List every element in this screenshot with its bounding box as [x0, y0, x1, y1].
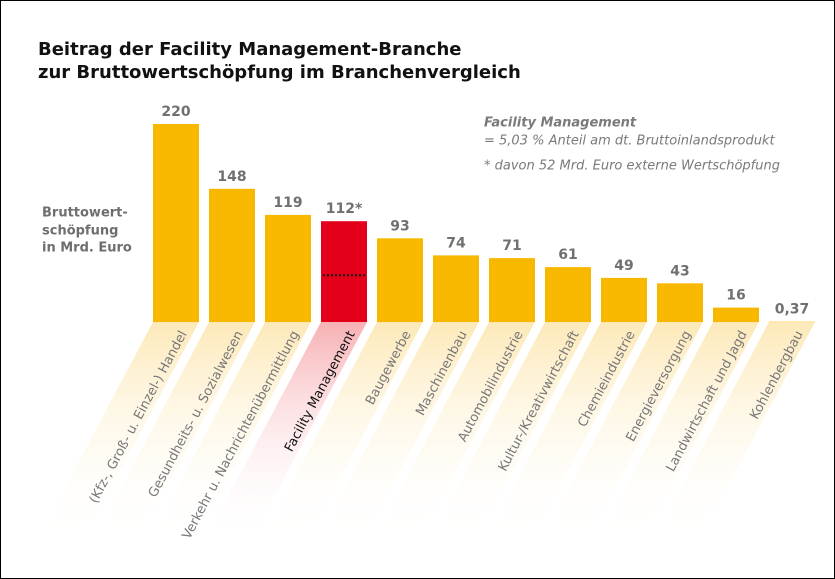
value-label: 93	[390, 218, 409, 234]
bar	[321, 221, 367, 322]
label-band	[259, 322, 423, 543]
label-band	[91, 322, 255, 543]
y-axis-label: in Mrd. Euro	[42, 241, 132, 256]
bar	[377, 238, 423, 322]
bar	[601, 277, 647, 322]
bar	[209, 188, 255, 322]
bar	[545, 267, 591, 322]
annotation: Facility Management	[484, 116, 637, 131]
label-band	[539, 322, 703, 543]
value-label: 0,37	[775, 302, 810, 318]
value-label: 148	[217, 169, 246, 185]
value-label: 220	[161, 104, 190, 120]
label-band	[35, 322, 199, 543]
bar	[489, 258, 535, 322]
chart-title: Beitrag der Facility Management-Branche	[38, 39, 462, 60]
bar	[265, 214, 311, 322]
bar	[713, 307, 759, 322]
value-label: 71	[502, 238, 521, 254]
label-band	[651, 322, 815, 543]
label-band	[427, 322, 591, 543]
bar	[153, 124, 199, 322]
label-band	[315, 322, 479, 543]
bar	[433, 255, 479, 322]
value-label: 43	[670, 263, 689, 279]
y-axis-label: schöpfung	[42, 224, 118, 239]
label-band	[203, 322, 367, 543]
value-label: 49	[614, 258, 633, 274]
value-label: 119	[273, 195, 302, 211]
value-label: 112*	[326, 201, 363, 217]
bar	[657, 283, 703, 322]
annotation: * davon 52 Mrd. Euro externe Wertschöpfu…	[484, 159, 780, 174]
value-label: 61	[558, 247, 577, 263]
label-band	[595, 322, 759, 543]
y-axis-label: Bruttowert-	[42, 206, 128, 221]
value-label: 16	[726, 288, 745, 304]
annotation: = 5,03 % Anteil am dt. Bruttoinlandsprod…	[484, 134, 775, 149]
chart-title: zur Bruttowertschöpfung im Branchenvergl…	[38, 62, 521, 83]
label-band	[147, 322, 311, 543]
label-band	[371, 322, 535, 543]
value-label: 74	[446, 235, 466, 251]
label-band	[483, 322, 647, 543]
